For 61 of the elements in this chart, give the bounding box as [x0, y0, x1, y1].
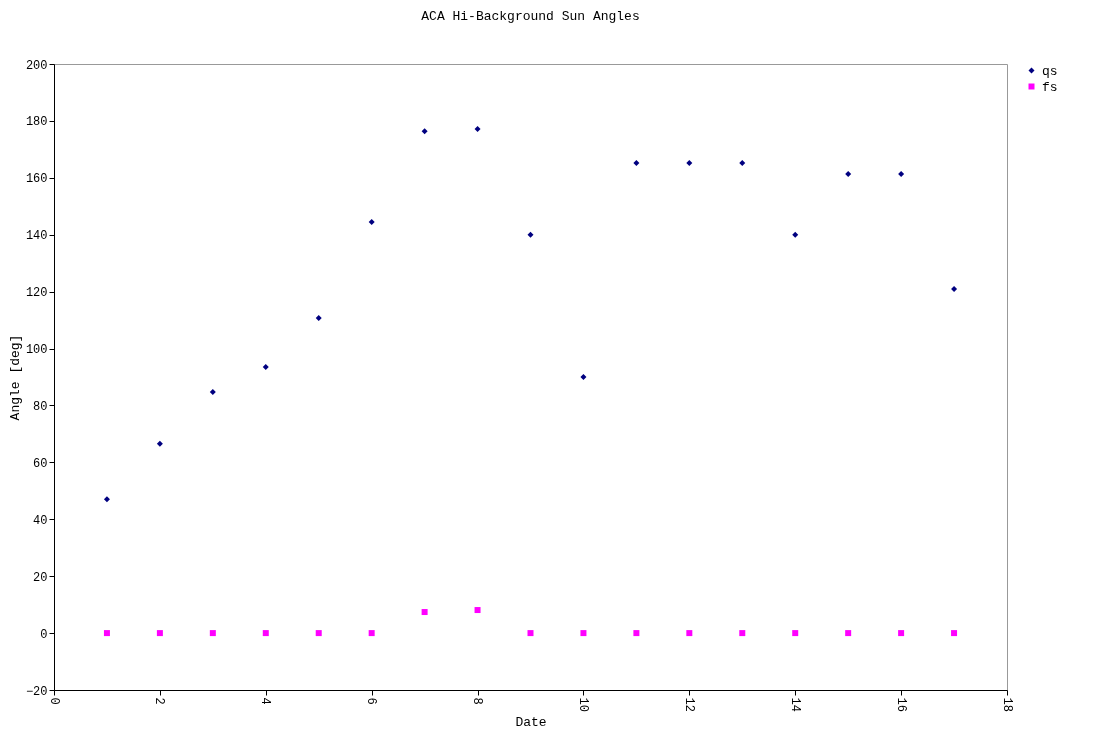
x-axis-title: Date — [515, 714, 547, 730]
y-axis-title: Angle [deg] — [7, 334, 23, 421]
x-tick-label: 18 — [999, 697, 1014, 712]
point — [898, 630, 905, 637]
chart-title: ACA Hi-Background Sun Angles — [421, 9, 640, 24]
point — [898, 171, 905, 178]
point — [103, 630, 110, 637]
y-tick-label: 200 — [25, 58, 48, 73]
x-tick-label: 10 — [575, 697, 590, 712]
y-tick-label: 60 — [33, 456, 48, 471]
point — [951, 286, 958, 293]
point — [792, 231, 799, 238]
point — [421, 128, 428, 135]
x-tick-label: 6 — [364, 697, 379, 705]
point — [527, 231, 534, 238]
y-tick-label: 100 — [25, 343, 48, 358]
x-tick-label: 4 — [258, 697, 273, 705]
point — [686, 630, 693, 637]
x-tick-label: 2 — [152, 697, 167, 705]
y-tick-label: 80 — [33, 399, 48, 414]
point — [580, 374, 587, 380]
point — [739, 160, 746, 167]
point — [474, 125, 481, 132]
x-tick-label: 12 — [681, 697, 696, 712]
x-tick-label: 16 — [893, 697, 908, 712]
y-tick-label: 0 — [40, 627, 48, 642]
y-tick-label: 180 — [25, 115, 48, 130]
point — [315, 630, 322, 637]
legend-label: fs — [1042, 79, 1058, 95]
point — [686, 160, 693, 167]
point — [209, 630, 216, 637]
point — [262, 630, 269, 637]
point — [580, 630, 587, 637]
legend-label: qs — [1042, 63, 1058, 79]
point — [527, 630, 534, 637]
point — [845, 171, 852, 178]
point — [209, 389, 216, 396]
point — [633, 160, 640, 167]
y-tick-label: 160 — [25, 172, 48, 187]
point — [315, 315, 322, 322]
point — [633, 630, 640, 637]
point — [951, 630, 958, 637]
point — [792, 630, 799, 637]
y-tick-label: 20 — [33, 570, 48, 585]
point — [474, 607, 481, 614]
point — [368, 630, 375, 637]
point — [262, 364, 269, 371]
point — [845, 630, 852, 637]
point — [739, 630, 746, 637]
x-tick-label: 14 — [787, 697, 802, 712]
point — [156, 440, 163, 447]
y-tick-label: 140 — [25, 229, 48, 244]
x-tick-label: 0 — [46, 697, 61, 705]
x-tick-label: 8 — [470, 697, 485, 705]
point — [368, 218, 375, 225]
point — [421, 609, 428, 616]
y-tick-label: 40 — [33, 513, 48, 528]
point — [156, 630, 163, 637]
y-tick-label: 120 — [25, 286, 48, 301]
point — [103, 496, 110, 503]
y-tick-label: −20 — [25, 684, 48, 699]
